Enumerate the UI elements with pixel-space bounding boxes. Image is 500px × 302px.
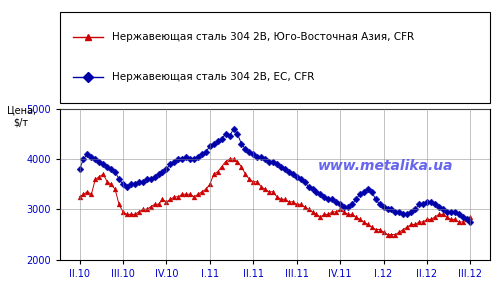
FancyBboxPatch shape [60, 12, 490, 103]
Y-axis label: Цена,
$/т: Цена, $/т [6, 106, 36, 127]
Text: Нержавеющая сталь 304 2В, Юго-Восточная Азия, CFR: Нержавеющая сталь 304 2В, Юго-Восточная … [112, 32, 414, 43]
Text: www.metalika.ua: www.metalika.ua [318, 159, 454, 173]
Text: Нержавеющая сталь 304 2В, ЕС, CFR: Нержавеющая сталь 304 2В, ЕС, CFR [112, 72, 314, 82]
